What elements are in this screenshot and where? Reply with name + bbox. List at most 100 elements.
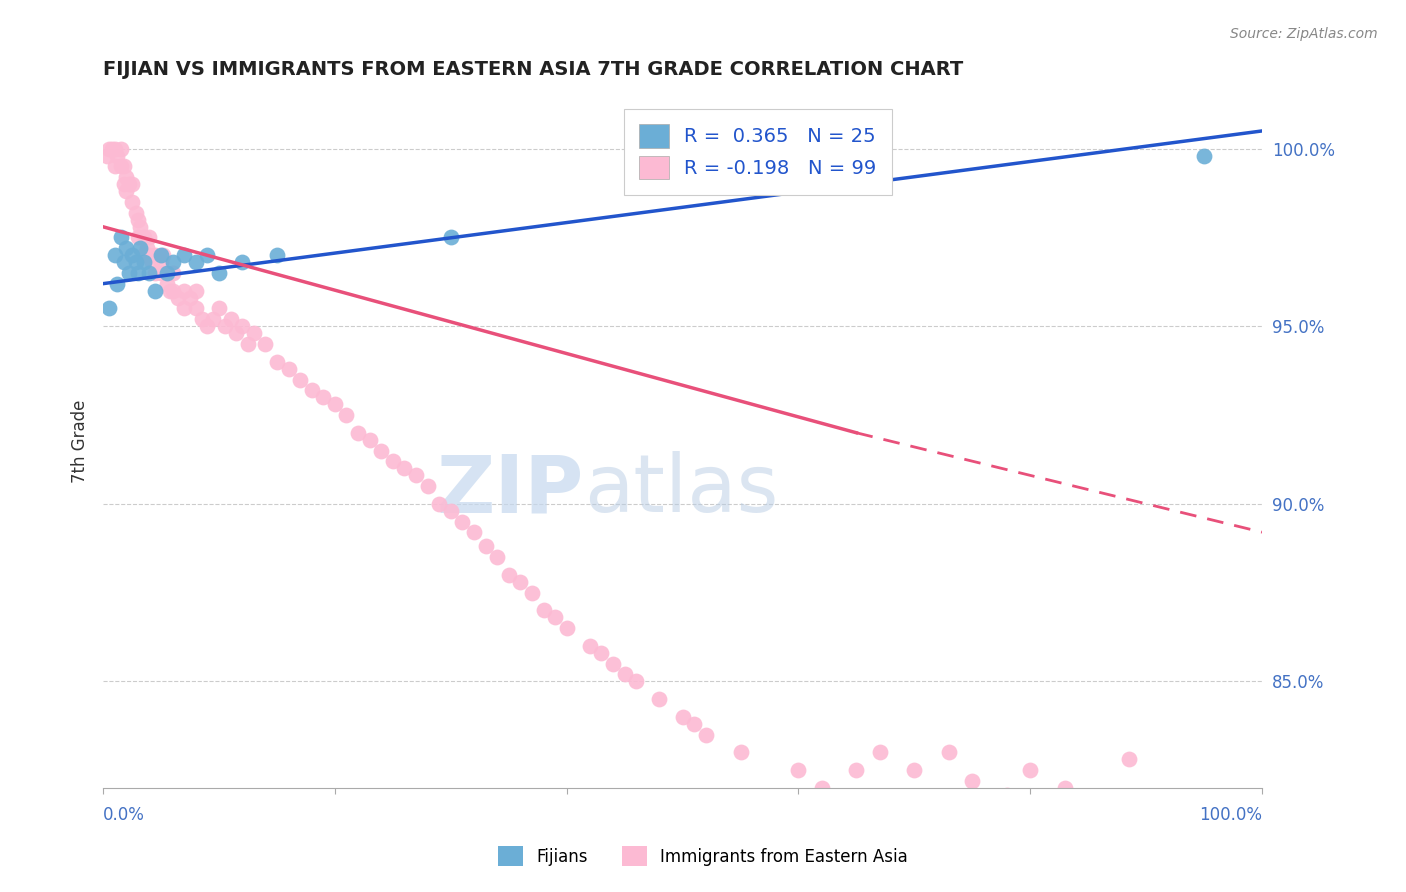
Point <box>440 230 463 244</box>
Point <box>474 540 496 554</box>
Y-axis label: 7th Grade: 7th Grade <box>72 400 89 483</box>
Point <box>463 525 485 540</box>
Legend: R =  0.365   N = 25, R = -0.198   N = 99: R = 0.365 N = 25, R = -0.198 N = 99 <box>624 109 891 195</box>
Point <box>110 230 132 244</box>
Point <box>150 255 173 269</box>
Point <box>225 326 247 341</box>
Point <box>167 291 190 305</box>
Point <box>591 646 613 660</box>
Point <box>301 383 323 397</box>
Point <box>381 454 404 468</box>
Point <box>121 178 143 192</box>
Point <box>115 184 138 198</box>
Point <box>197 319 219 334</box>
Point <box>231 255 253 269</box>
Point <box>277 362 299 376</box>
Point <box>1118 752 1140 766</box>
Point <box>159 284 181 298</box>
Text: ZIP: ZIP <box>437 451 583 529</box>
Point <box>579 639 602 653</box>
Point <box>143 266 166 280</box>
Point <box>626 674 648 689</box>
Text: FIJIAN VS IMMIGRANTS FROM EASTERN ASIA 7TH GRADE CORRELATION CHART: FIJIAN VS IMMIGRANTS FROM EASTERN ASIA 7… <box>103 60 963 78</box>
Point <box>995 788 1018 802</box>
Point <box>683 717 706 731</box>
Point <box>243 326 266 341</box>
Point <box>533 603 555 617</box>
Point <box>112 160 135 174</box>
Point <box>110 160 132 174</box>
Point <box>520 585 543 599</box>
Point <box>132 255 155 269</box>
Point <box>124 205 146 219</box>
Point <box>427 497 450 511</box>
Point <box>613 667 636 681</box>
Point <box>156 277 179 291</box>
Point <box>288 372 311 386</box>
Point <box>127 230 149 244</box>
Point <box>266 355 288 369</box>
Point <box>124 255 146 269</box>
Point <box>312 390 335 404</box>
Point <box>96 149 118 163</box>
Point <box>1019 763 1042 777</box>
Point <box>112 255 135 269</box>
Point <box>648 692 671 706</box>
Point <box>254 337 277 351</box>
Point <box>138 230 160 244</box>
Point <box>121 194 143 209</box>
Point <box>1192 149 1215 163</box>
Point <box>162 284 184 298</box>
Point <box>184 284 207 298</box>
Point <box>695 728 717 742</box>
Point <box>115 170 138 185</box>
Point <box>787 763 810 777</box>
Point <box>127 212 149 227</box>
Point <box>138 266 160 280</box>
Point <box>97 301 120 316</box>
Legend: Fijians, Immigrants from Eastern Asia: Fijians, Immigrants from Eastern Asia <box>491 838 915 875</box>
Point <box>208 266 231 280</box>
Point <box>110 142 132 156</box>
Point <box>730 745 752 759</box>
Point <box>173 248 195 262</box>
Point <box>347 425 370 440</box>
Point <box>143 284 166 298</box>
Text: 0.0%: 0.0% <box>103 805 145 823</box>
Point <box>845 763 868 777</box>
Point <box>129 219 152 234</box>
Point <box>173 301 195 316</box>
Point <box>323 397 346 411</box>
Point <box>1077 798 1099 813</box>
Point <box>214 319 236 334</box>
Point <box>231 319 253 334</box>
Point <box>938 745 960 759</box>
Point <box>405 468 427 483</box>
Point <box>208 301 231 316</box>
Point <box>219 312 242 326</box>
Point <box>141 255 163 269</box>
Point <box>127 266 149 280</box>
Point <box>179 291 201 305</box>
Point <box>104 142 127 156</box>
Point <box>184 255 207 269</box>
Point <box>150 248 173 262</box>
Point <box>132 230 155 244</box>
Point <box>335 408 357 422</box>
Point <box>132 248 155 262</box>
Point <box>117 178 139 192</box>
Point <box>136 241 159 255</box>
Point <box>869 745 891 759</box>
Point <box>671 710 693 724</box>
Point <box>440 504 463 518</box>
Point <box>266 248 288 262</box>
Point <box>162 255 184 269</box>
Point <box>486 550 509 565</box>
Point <box>962 773 984 788</box>
Point <box>105 149 128 163</box>
Point <box>104 160 127 174</box>
Point <box>451 515 474 529</box>
Point <box>121 248 143 262</box>
Point <box>810 780 832 795</box>
Point <box>129 241 152 255</box>
